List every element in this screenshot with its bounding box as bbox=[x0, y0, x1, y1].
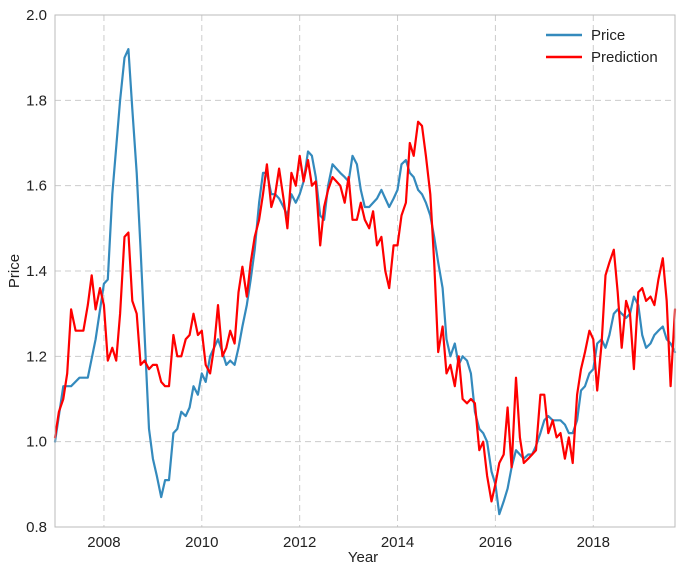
series-layer bbox=[53, 48, 677, 516]
y-tick-label: 1.4 bbox=[26, 263, 47, 280]
y-tick-label: 0.8 bbox=[26, 519, 47, 536]
x-tick-label: 2014 bbox=[381, 534, 414, 551]
y-tick-label: 1.6 bbox=[26, 178, 47, 195]
plot-frame bbox=[54, 14, 676, 528]
x-tick-label: 2010 bbox=[185, 534, 218, 551]
y-axis-label: Price bbox=[6, 254, 23, 288]
y-tick-label: 1.2 bbox=[26, 348, 47, 365]
x-tick-label: 2016 bbox=[479, 534, 512, 551]
legend: Price Prediction bbox=[546, 27, 658, 66]
series-line-prediction bbox=[53, 120, 677, 503]
x-tick-label: 2008 bbox=[87, 534, 120, 551]
x-tick-label: 2012 bbox=[283, 534, 316, 551]
grid bbox=[55, 15, 675, 527]
y-axis-ticks: 0.8 1.0 1.2 1.4 1.6 1.8 2.0 bbox=[26, 7, 47, 536]
y-tick-label: 2.0 bbox=[26, 7, 47, 24]
y-tick-label: 1.0 bbox=[26, 434, 47, 451]
x-axis-ticks: 2008 2010 2012 2014 2016 2018 bbox=[87, 534, 610, 551]
legend-label-price: Price bbox=[591, 27, 625, 44]
x-axis-label: Year bbox=[348, 549, 378, 566]
y-tick-label: 1.8 bbox=[26, 92, 47, 109]
x-tick-label: 2018 bbox=[577, 534, 610, 551]
legend-label-prediction: Prediction bbox=[591, 49, 658, 66]
